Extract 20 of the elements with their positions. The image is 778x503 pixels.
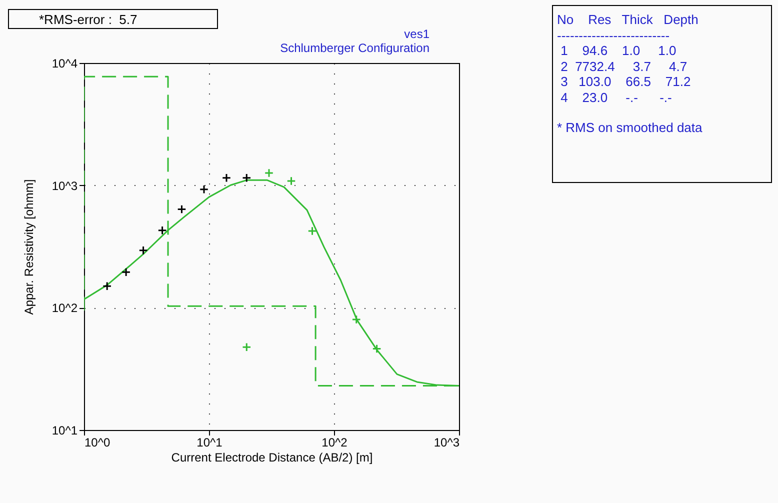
text: No Res Thick Depth: [557, 12, 700, 28]
y-tick-label: 10^4: [52, 56, 78, 70]
x-axis-title: Current Electrode Distance (AB/2) [m]: [171, 450, 373, 464]
y-tick-label: 10^2: [52, 301, 78, 316]
x-tick-label: 10^2: [322, 436, 348, 450]
text: 2 7732.4 3.7 4.7: [560, 58, 688, 74]
y-axis-title: Appar. Resistivity [ohmm]: [22, 179, 36, 315]
text: 4 23.0 -.- -.-: [560, 90, 673, 105]
text: * RMS on smoothed data: [557, 120, 704, 136]
y-tick-label: 10^3: [52, 178, 78, 193]
text: --------------------------: [557, 28, 671, 43]
x-tick-label: 10^3: [434, 436, 460, 450]
text: 3 103.0 66.5 71.2: [560, 74, 692, 90]
chart-subtitle: Schlumberger Configuration: [280, 41, 430, 55]
y-tick-label: 10^1: [52, 424, 78, 438]
text: 1 94.6 1.0 1.0: [560, 43, 678, 58]
chart-title: ves1: [404, 27, 430, 41]
x-tick-label: 10^1: [196, 436, 223, 450]
text: *RMS-error : 5.7: [8, 9, 218, 29]
x-tick-label: 10^0: [84, 436, 110, 450]
